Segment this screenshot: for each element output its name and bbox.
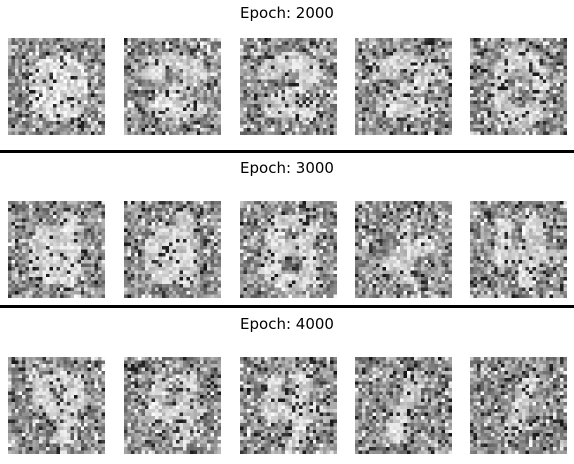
epoch-section-1: Epoch: 2000 bbox=[0, 0, 574, 153]
generated-sample-image bbox=[355, 38, 452, 135]
generated-sample-image bbox=[124, 357, 221, 454]
generated-sample-image bbox=[8, 38, 105, 135]
generated-image-row bbox=[0, 38, 574, 135]
generated-sample-image bbox=[470, 201, 567, 298]
generated-image-row bbox=[0, 201, 574, 298]
generated-sample-image bbox=[124, 201, 221, 298]
epoch-title: Epoch: 4000 bbox=[240, 315, 334, 333]
generated-sample-image bbox=[8, 357, 105, 454]
generated-sample-image bbox=[124, 38, 221, 135]
epoch-title: Epoch: 3000 bbox=[240, 159, 334, 177]
epoch-title: Epoch: 2000 bbox=[240, 4, 334, 22]
generated-sample-image bbox=[470, 357, 567, 454]
generated-sample-image bbox=[355, 357, 452, 454]
generated-sample-image bbox=[355, 201, 452, 298]
generated-sample-image bbox=[470, 38, 567, 135]
section-divider bbox=[0, 150, 574, 153]
generated-image-row bbox=[0, 357, 574, 454]
generated-sample-image bbox=[240, 38, 337, 135]
section-divider bbox=[0, 305, 574, 308]
generated-sample-image bbox=[8, 201, 105, 298]
generated-sample-image bbox=[240, 201, 337, 298]
epoch-section-3: Epoch: 4000 bbox=[0, 311, 574, 464]
epoch-section-2: Epoch: 3000 bbox=[0, 155, 574, 308]
generated-sample-image bbox=[240, 357, 337, 454]
